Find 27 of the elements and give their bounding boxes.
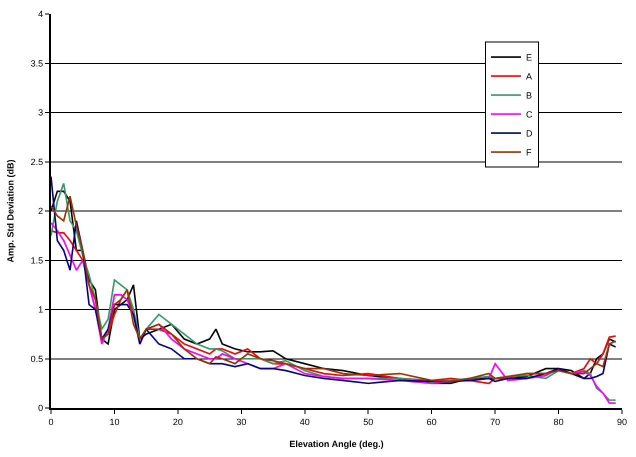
x-tick-label: 50 (363, 416, 374, 427)
x-axis-title: Elevation Angle (deg.) (289, 439, 384, 450)
y-tick-label: 1 (38, 304, 44, 315)
y-tick-label: 3 (38, 108, 44, 118)
x-tick-label: 10 (109, 416, 120, 427)
x-tick-label: 60 (426, 416, 437, 427)
y-axis-title: Amp. Std Deviation (dB) (6, 160, 16, 262)
x-tick-label: 80 (554, 416, 564, 427)
x-tick-label: 0 (48, 416, 54, 427)
y-tick-label: 1.5 (30, 255, 44, 266)
y-tick-label: 0 (38, 403, 44, 414)
x-tick-label: 30 (236, 416, 246, 427)
legend-label: A (526, 72, 532, 82)
y-tick-label: 0.5 (30, 354, 44, 364)
legend-label: E (526, 52, 532, 63)
x-tick-label: 20 (172, 416, 183, 427)
y-tick-label: 4 (38, 9, 44, 20)
x-tick-label: 70 (490, 416, 500, 427)
legend-label: B (526, 90, 532, 101)
x-tick-label: 40 (300, 416, 310, 427)
legend-label: C (526, 110, 533, 120)
y-tick-label: 2 (38, 206, 44, 216)
y-tick-label: 2.5 (30, 156, 44, 167)
x-tick-label: 90 (616, 416, 628, 427)
legend-label: D (526, 128, 533, 139)
y-tick-label: 3.5 (30, 58, 44, 68)
legend-label: F (526, 148, 532, 158)
